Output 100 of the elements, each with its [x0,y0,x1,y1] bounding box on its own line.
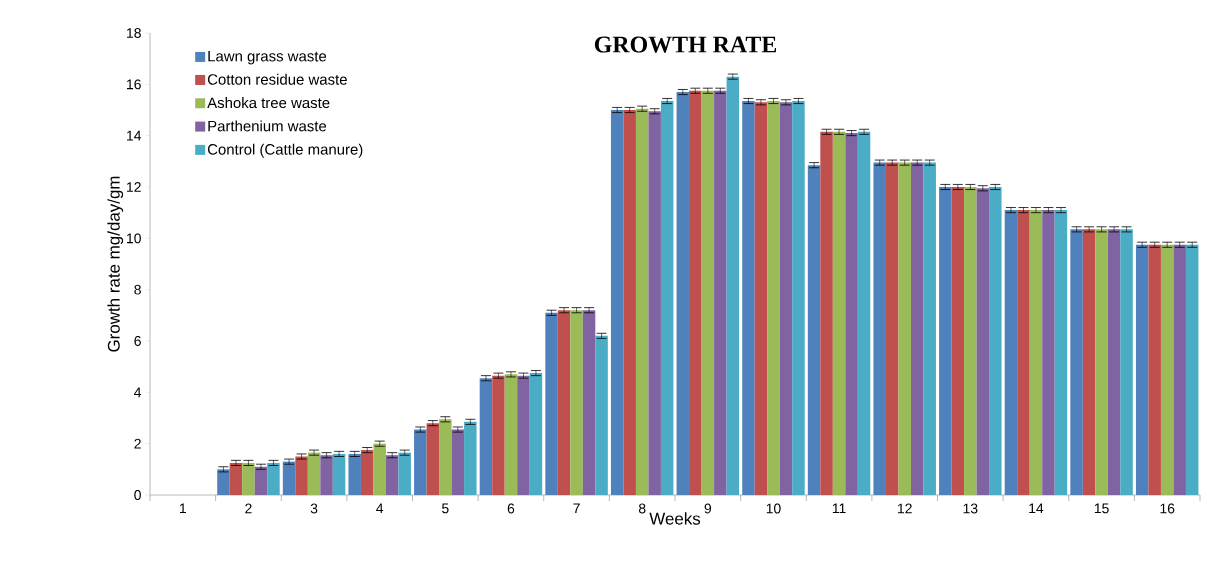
bar [217,469,230,495]
bar [660,101,674,495]
y-tick-label: 2 [134,438,141,449]
x-tick-label: 7 [573,503,580,514]
x-tick-label: 8 [638,503,646,514]
bar [1173,244,1186,495]
bar [964,187,977,495]
x-tick-label: 4 [376,503,384,514]
bar [332,453,346,495]
x-tick-label: 1 [180,503,187,514]
bar [439,419,452,495]
bar [873,162,886,495]
bar [832,131,846,495]
bar [529,373,543,495]
bar [767,101,780,495]
y-tick-label: 14 [127,130,142,141]
bar [426,423,440,495]
bar [742,101,755,495]
bar [1135,244,1149,495]
y-tick-label: 0 [134,490,141,500]
y-axis-title: Growth rate mg/day/gm [107,176,124,352]
x-tick-label: 10 [766,503,781,514]
bar [582,310,596,495]
bar [726,76,740,495]
bar [492,375,505,495]
bar [1095,229,1108,495]
bar [1070,229,1083,495]
bar [348,453,361,495]
y-tick-label: 16 [127,79,141,90]
bar [414,429,427,495]
legend-label: Parthenium waste [208,120,327,132]
x-tick-label: 12 [898,503,912,514]
bar [676,92,690,495]
bar [398,452,411,495]
y-tick-label: 10 [127,233,141,244]
bar [570,310,583,495]
legend-label: Ashoka tree waste [207,97,330,109]
x-tick-label: 5 [442,503,449,514]
bar [517,375,530,495]
y-tick-label: 12 [127,182,141,192]
bar [464,421,477,495]
x-tick-label: 11 [832,503,846,514]
legend-label: Cotton residue waste [207,73,347,85]
bar [545,312,558,495]
x-tick-label: 15 [1094,503,1109,514]
bar [282,461,296,495]
bar [635,108,649,495]
bar [1120,229,1133,495]
x-axis-title: Weeks [649,512,701,525]
bar [923,162,936,495]
bar [1160,244,1174,495]
bar [648,111,661,495]
x-tick-label: 14 [1029,503,1044,514]
bar [229,462,243,495]
y-tick-label: 8 [134,284,141,295]
x-tick-label: 3 [310,503,318,514]
bar [989,187,1002,495]
legend-label: Control (Cattle manure) [207,143,363,158]
chart-title: GROWTH RATE [594,36,777,53]
bar [295,456,308,495]
bar [385,455,399,495]
bar [1042,210,1055,495]
bar [779,102,793,495]
bar [689,90,702,495]
y-tick-label: 4 [134,387,142,398]
bar [910,162,924,495]
bar [857,131,871,495]
bar [307,452,321,495]
bar [373,443,386,495]
bar [792,101,805,495]
bar [1148,244,1161,495]
bar [1185,244,1199,495]
bar [595,335,608,495]
bar [623,110,636,495]
x-tick-label: 13 [963,503,978,514]
bar [820,131,833,495]
bar [479,378,493,495]
legend-label: Lawn grass waste [208,51,327,65]
bar [1054,210,1068,495]
bar [504,374,518,495]
bar [610,110,624,495]
x-tick-label: 16 [1160,503,1175,514]
bar [451,429,465,495]
bar [951,187,965,495]
bar [1082,229,1096,495]
bar [754,102,768,495]
x-tick-label: 9 [704,503,712,514]
bar [1004,210,1018,495]
bar [898,162,911,495]
bar [360,450,374,495]
y-tick-label: 6 [134,336,141,346]
x-tick-label: 2 [245,503,252,514]
bar [320,455,333,495]
bar [701,90,715,495]
bar [845,133,858,495]
bar [939,187,952,495]
x-tick-label: 6 [507,503,515,514]
bar [807,165,821,495]
bar [976,188,990,495]
y-tick-label: 18 [127,28,141,38]
